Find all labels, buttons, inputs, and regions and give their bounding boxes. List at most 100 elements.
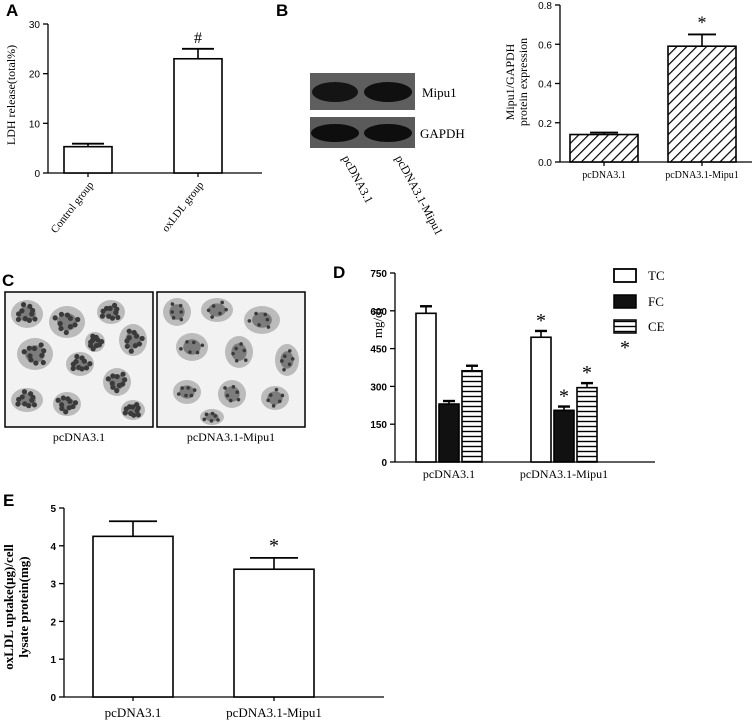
panel-b-bars: * xyxy=(569,12,737,163)
ytick-label: 150 xyxy=(370,420,387,431)
lipid-droplet xyxy=(122,377,128,383)
lipid-droplet xyxy=(22,401,28,407)
lipid-droplet xyxy=(243,358,248,362)
ytick-label: 2 xyxy=(50,617,56,628)
lipid-droplet xyxy=(73,359,79,365)
lipid-droplet xyxy=(27,353,33,359)
lipid-droplet xyxy=(58,311,65,317)
lipid-droplet xyxy=(186,386,190,390)
ytick-label: 4 xyxy=(50,542,56,553)
xtick-label: pcDNA3.1-Mipu1 xyxy=(665,170,739,181)
lipid-droplet xyxy=(66,405,72,411)
lipid-droplet xyxy=(114,373,120,380)
lipid-droplet xyxy=(21,389,28,395)
panel-a-yticks: 0 10 20 30 xyxy=(29,20,48,180)
lipid-droplet xyxy=(60,395,66,401)
ytick-label: 1 xyxy=(50,655,56,666)
lipid-droplet xyxy=(83,365,90,371)
ytick-label: 5 xyxy=(50,504,56,515)
lipid-droplet xyxy=(110,373,116,379)
panel-letter-a: A xyxy=(6,1,18,20)
lipid-droplet xyxy=(247,319,252,323)
lipid-droplet xyxy=(274,387,279,392)
panel-a-ylabel: LDH release(total%) xyxy=(4,45,18,145)
lipid-droplet xyxy=(26,345,32,351)
lipid-droplet xyxy=(15,316,22,323)
lipid-droplet xyxy=(131,329,137,336)
lipid-droplet xyxy=(52,315,58,321)
lipid-droplet xyxy=(134,408,140,414)
lipid-droplet xyxy=(209,419,214,423)
lipid-droplet xyxy=(128,410,134,416)
lipid-droplet xyxy=(280,359,284,363)
cell-nucleus xyxy=(169,304,185,320)
blot-band-mipu1-lane2 xyxy=(364,82,412,102)
lipid-droplet xyxy=(30,307,36,314)
lipid-droplet xyxy=(188,350,192,354)
bar-pcdna3-1-mipu1 xyxy=(667,45,737,163)
lipid-droplet xyxy=(55,397,61,403)
lipid-droplet xyxy=(109,315,116,321)
significance-mark: * xyxy=(698,12,707,32)
lipid-droplet xyxy=(22,315,28,322)
lipid-droplet xyxy=(192,340,196,345)
bar-fc-1 xyxy=(438,403,460,463)
blot-band-gapdh-lane2 xyxy=(364,124,412,142)
xtick-label: pcDNA3.1 xyxy=(582,170,626,181)
lipid-droplet xyxy=(115,314,121,320)
bar-tc-2 xyxy=(530,336,552,463)
xtick-label: pcDNA3.1-Mipu1 xyxy=(226,705,322,720)
panel-a-xlabels: Control group oxLDL group xyxy=(49,179,207,236)
lipid-droplet xyxy=(59,405,65,412)
lipid-droplet xyxy=(70,365,76,372)
panel-letter-b: B xyxy=(276,1,288,20)
ytick-label: 0 xyxy=(34,169,40,180)
lipid-droplet xyxy=(67,398,73,405)
lipid-droplet xyxy=(211,304,216,308)
lipid-droplet xyxy=(28,357,34,363)
lipid-droplet xyxy=(239,342,243,346)
lipid-droplet xyxy=(116,382,122,389)
panel-e: E oxLDL uptake(μg)/cell lysate protein(m… xyxy=(1,491,384,720)
lipid-droplet xyxy=(202,417,207,422)
ytick-label: 450 xyxy=(370,345,387,356)
lipid-droplet xyxy=(95,337,101,343)
lipid-droplet xyxy=(99,313,106,319)
lipid-droplet xyxy=(72,400,79,406)
lipid-droplet xyxy=(59,402,65,408)
panel-b: B Mipu1 GAPDH pcDNA3.1 pcDNA3.1-Mipu1 Mi… xyxy=(276,1,752,237)
lipid-droplet xyxy=(204,412,209,417)
lipid-droplet xyxy=(266,325,271,329)
lipid-droplet xyxy=(63,409,69,415)
lipid-droplet xyxy=(124,343,130,349)
blot-lane-label-2: pcDNA3.1-Mipu1 xyxy=(392,153,446,238)
bar-ce-1 xyxy=(461,369,483,463)
legend-swatch-fc xyxy=(613,294,637,309)
lipid-droplet xyxy=(139,335,145,342)
lipid-droplet xyxy=(171,316,176,320)
panel-e-ylabel-line1: oxLDL uptake(μg)/cell xyxy=(1,544,16,670)
panel-e-ylabel-line2: lysate protein(mg) xyxy=(16,556,31,657)
lipid-droplet xyxy=(277,399,282,404)
panel-d-ylabel: mg/dl xyxy=(370,307,385,338)
panel-b-xlabels: pcDNA3.1 pcDNA3.1-Mipu1 xyxy=(582,170,739,181)
lipid-droplet xyxy=(110,384,116,390)
lipid-droplet xyxy=(27,303,33,310)
lipid-droplet xyxy=(120,371,126,377)
panel-d-bars: * * * xyxy=(415,305,598,463)
panel-letter-e: E xyxy=(3,491,14,510)
cell-nucleus xyxy=(208,303,226,317)
lipid-droplet xyxy=(114,388,120,394)
lipid-droplet xyxy=(31,345,38,352)
lipid-droplet xyxy=(287,362,292,367)
significance-mark: * xyxy=(536,310,546,332)
lipid-droplet xyxy=(128,348,134,354)
lipid-droplet xyxy=(122,410,128,416)
ytick-label: 300 xyxy=(370,382,387,393)
lipid-droplet xyxy=(111,302,118,308)
lipid-droplet xyxy=(130,404,136,410)
legend-label-fc: FC xyxy=(648,294,664,309)
lipid-droplet xyxy=(126,328,132,334)
lipid-droplet xyxy=(109,380,115,386)
